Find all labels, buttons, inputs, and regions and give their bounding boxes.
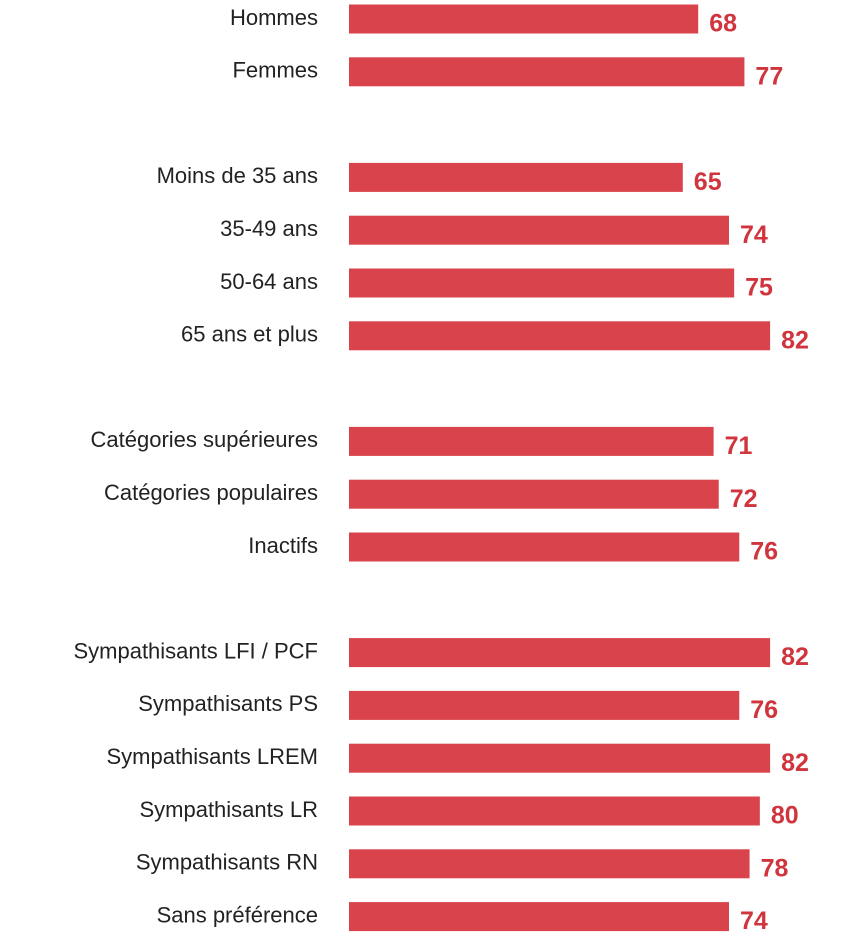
value-label: 78 <box>761 854 789 882</box>
bar <box>349 532 740 562</box>
category-label: Catégories supérieures <box>91 427 318 452</box>
bar <box>349 638 771 668</box>
value-label: 74 <box>740 221 768 249</box>
bar <box>349 479 719 509</box>
bar <box>349 743 771 773</box>
value-label: 82 <box>781 749 809 777</box>
bar <box>349 4 699 34</box>
category-label: Sympathisants LREM <box>106 744 318 769</box>
value-label: 76 <box>750 696 778 724</box>
value-label: 77 <box>755 62 783 90</box>
value-label: 75 <box>745 274 773 302</box>
value-label: 65 <box>694 168 722 196</box>
bar <box>349 57 745 87</box>
category-label: Sympathisants RN <box>136 850 318 875</box>
bar <box>349 796 760 826</box>
category-label: Catégories populaires <box>104 480 318 505</box>
value-label: 82 <box>781 643 809 671</box>
value-label: 74 <box>740 907 768 935</box>
bar <box>349 849 750 879</box>
value-label: 76 <box>750 538 778 566</box>
category-label: Sympathisants LR <box>139 797 318 822</box>
category-label: 35-49 ans <box>220 216 318 241</box>
value-label: 72 <box>730 485 758 513</box>
bar <box>349 321 771 351</box>
category-label: 50-64 ans <box>220 269 318 294</box>
value-label: 82 <box>781 326 809 354</box>
category-label: 65 ans et plus <box>181 322 318 347</box>
category-label: Femmes <box>232 58 318 83</box>
category-label: Inactifs <box>248 533 318 558</box>
value-label: 80 <box>771 802 799 830</box>
bar <box>349 215 730 245</box>
category-label: Sympathisants PS <box>138 691 318 716</box>
category-label: Moins de 35 ans <box>157 163 318 188</box>
bar <box>349 426 714 456</box>
value-label: 71 <box>725 432 753 460</box>
bar <box>349 162 683 192</box>
bar <box>349 902 730 932</box>
category-label: Sans préférence <box>157 902 318 927</box>
bar <box>349 690 740 720</box>
bar <box>349 268 735 298</box>
category-label: Sympathisants LFI / PCF <box>73 638 318 663</box>
category-label: Hommes <box>230 5 318 30</box>
value-label: 68 <box>709 10 737 38</box>
